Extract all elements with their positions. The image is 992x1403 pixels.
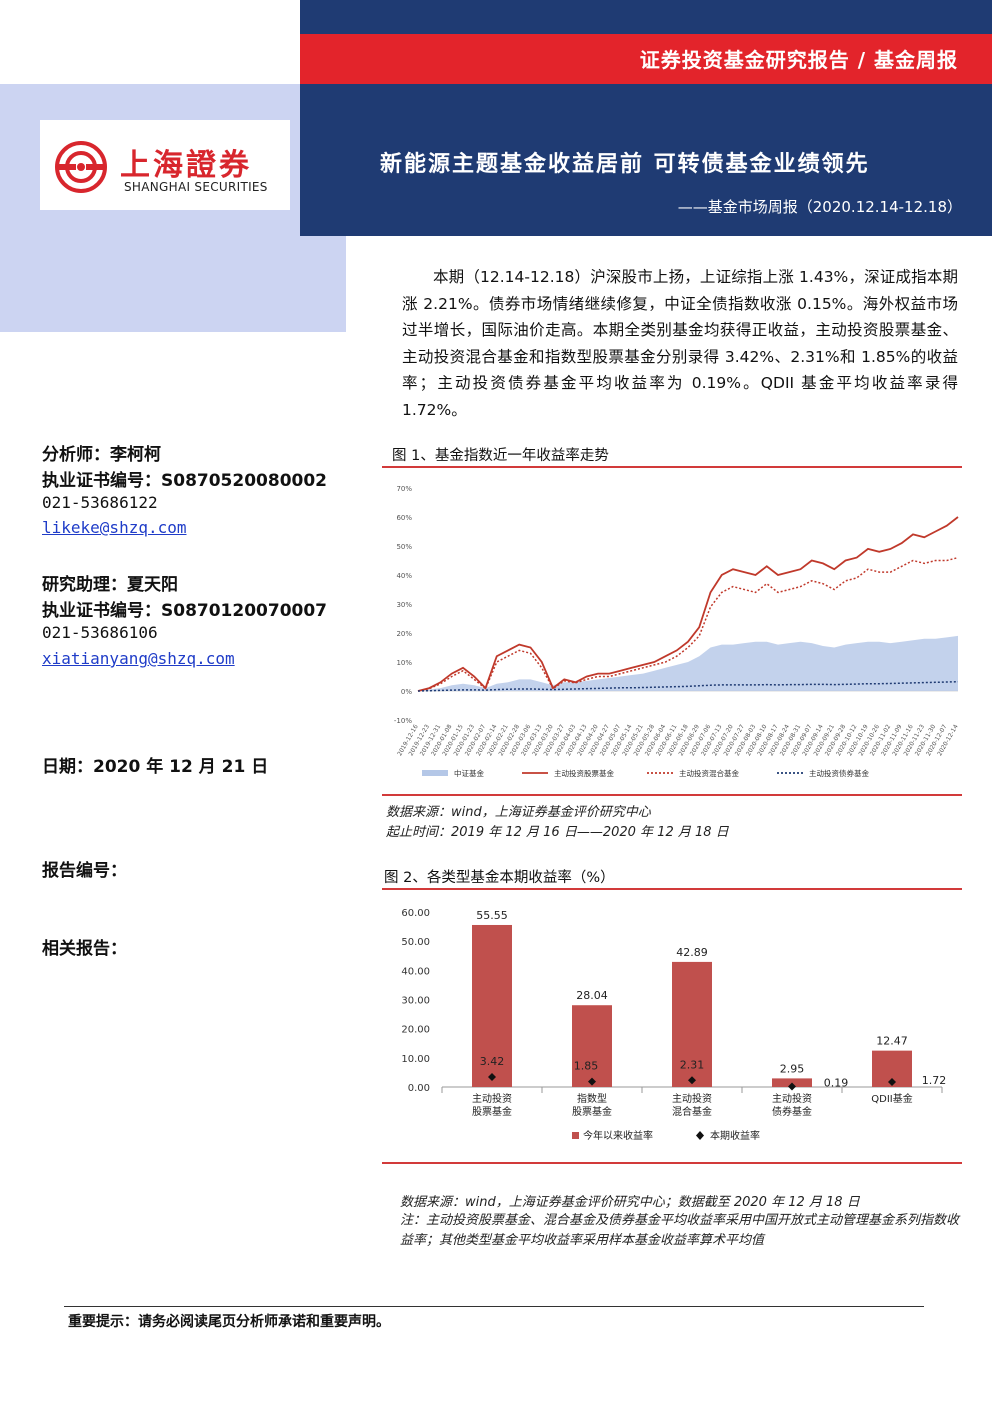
legend-label: 本期收益率 bbox=[710, 1129, 760, 1142]
figure1-period: 起止时间：2019 年 12 月 16 日——2020 年 12 月 18 日 bbox=[386, 825, 729, 840]
legend-label: 中证基金 bbox=[454, 768, 484, 778]
legend-swatch-bar bbox=[572, 1132, 579, 1139]
analyst-name: 分析师：李柯柯 bbox=[42, 445, 161, 465]
y-tick-label: 40.00 bbox=[401, 966, 430, 977]
legend-swatch bbox=[422, 770, 448, 776]
bar-value-label: 12.47 bbox=[876, 1035, 908, 1048]
marker-weekly-return bbox=[788, 1082, 796, 1091]
marker-value-label: 0.19 bbox=[824, 1076, 849, 1089]
assistant-phone: 021-53686106 bbox=[42, 623, 158, 642]
figure2-note: 注：主动投资股票基金、混合基金及债券基金平均收益率采用中国开放式主动管理基金系列… bbox=[400, 1213, 960, 1248]
fund-index-line-chart: 70%60%50%40%30%20%10%0%-10%2019-12-16201… bbox=[394, 485, 960, 778]
report-number-label: 报告编号： bbox=[42, 861, 127, 881]
figure2-top-rule bbox=[382, 888, 962, 890]
assistant-name: 研究助理：夏天阳 bbox=[42, 575, 178, 595]
assistant-email-link[interactable]: xiatianyang@shzq.com bbox=[42, 649, 235, 668]
series-area-zhongzheng bbox=[418, 635, 958, 691]
figure2-source: 数据来源：wind，上海证券基金评价研究中心；数据截至 2020 年 12 月 … bbox=[400, 1195, 860, 1210]
y-tick-label: 10% bbox=[396, 659, 412, 667]
analyst-email-link[interactable]: likeke@shzq.com bbox=[42, 518, 187, 537]
bar-ytd-return bbox=[672, 961, 712, 1087]
legend-label: 主动投资混合基金 bbox=[679, 768, 739, 778]
y-tick-label: 0.00 bbox=[408, 1083, 430, 1094]
y-tick-label: 50.00 bbox=[401, 937, 430, 948]
y-tick-label: 20% bbox=[396, 630, 412, 638]
y-tick-label: 30% bbox=[396, 601, 412, 609]
series-line bbox=[417, 556, 959, 692]
analyst-cert: 执业证书编号：S0870520080002 bbox=[42, 471, 328, 491]
figure1-title: 图 1、基金指数近一年收益率走势 bbox=[392, 448, 609, 464]
figure1-bottom-rule bbox=[382, 794, 962, 796]
y-tick-label: 20.00 bbox=[401, 1025, 430, 1036]
shanghai-securities-logo-icon bbox=[55, 141, 107, 193]
x-category-label: 股票基金 bbox=[572, 1105, 612, 1118]
y-tick-label: 40% bbox=[396, 572, 412, 580]
figure1-source: 数据来源：wind，上海证券基金评价研究中心 bbox=[386, 805, 651, 820]
y-tick-label: 70% bbox=[396, 485, 412, 493]
y-tick-label: 10.00 bbox=[401, 1054, 430, 1065]
x-category-label: 主动投资 bbox=[772, 1092, 812, 1105]
y-tick-label: 60.00 bbox=[401, 908, 430, 919]
figure2-title: 图 2、各类型基金本期收益率（%） bbox=[384, 870, 615, 886]
x-category-label: 主动投资 bbox=[472, 1092, 512, 1105]
title-banner bbox=[300, 84, 992, 236]
y-tick-label: 0% bbox=[401, 688, 412, 696]
bar-value-label: 2.95 bbox=[780, 1062, 805, 1075]
marker-value-label: 1.72 bbox=[922, 1074, 947, 1087]
series-line bbox=[417, 516, 959, 692]
y-tick-label: 60% bbox=[396, 514, 412, 522]
legend-label: 主动投资债券基金 bbox=[809, 768, 869, 778]
footer-notice: 重要提示：请务必阅读尾页分析师承诺和重要声明。 bbox=[68, 1314, 390, 1330]
related-reports-label: 相关报告： bbox=[42, 939, 127, 959]
bar-ytd-return bbox=[572, 1005, 612, 1087]
report-date: 日期：2020 年 12 月 21 日 bbox=[42, 757, 269, 777]
marker-value-label: 2.31 bbox=[680, 1058, 705, 1071]
analyst-phone: 021-53686122 bbox=[42, 493, 158, 512]
header-red-bar bbox=[300, 34, 992, 84]
legend-label: 今年以来收益率 bbox=[583, 1129, 653, 1142]
bar-ytd-return bbox=[472, 924, 512, 1087]
figure1-top-rule bbox=[382, 466, 962, 468]
bar-value-label: 42.89 bbox=[676, 946, 708, 959]
legend-label: 主动投资股票基金 bbox=[554, 768, 614, 778]
logo-text-en: SHANGHAI SECURITIES bbox=[124, 180, 268, 194]
marker-weekly-return bbox=[688, 1076, 696, 1085]
marker-weekly-return bbox=[488, 1073, 496, 1082]
y-tick-label: 50% bbox=[396, 543, 412, 551]
marker-weekly-return bbox=[888, 1077, 896, 1086]
legend-swatch-marker bbox=[696, 1131, 704, 1140]
logo-text-cn: 上海證券 bbox=[120, 148, 252, 183]
x-category-label: QDII基金 bbox=[871, 1092, 912, 1105]
x-category-label: 债券基金 bbox=[772, 1105, 812, 1118]
marker-value-label: 1.85 bbox=[574, 1060, 599, 1073]
y-tick-label: 30.00 bbox=[401, 996, 430, 1007]
x-category-label: 主动投资 bbox=[672, 1092, 712, 1105]
fund-returns-bar-chart: 60.00 50.00 40.00 30.00 20.00 10.00 0.00 55.55 3… bbox=[401, 908, 947, 1142]
x-category-label: 股票基金 bbox=[472, 1105, 512, 1118]
marker-value-label: 3.42 bbox=[480, 1055, 505, 1068]
assistant-cert: 执业证书编号：S0870120070007 bbox=[42, 601, 328, 621]
bar-value-label: 28.04 bbox=[576, 989, 608, 1002]
marker-weekly-return bbox=[588, 1077, 596, 1086]
report-title: 新能源主题基金收益居前 可转债基金业绩领先 bbox=[380, 152, 870, 177]
report-subtitle: ——基金市场周报（2020.12.14-12.18） bbox=[677, 198, 962, 216]
x-category-label: 混合基金 bbox=[672, 1105, 712, 1118]
figure2-bottom-rule bbox=[382, 1162, 962, 1164]
x-category-label: 指数型 bbox=[577, 1092, 607, 1105]
summary-paragraph: 本期（12.14-12.18）沪深股市上扬，上证综指上涨 1.43%，深证成指本… bbox=[402, 268, 958, 419]
bar-value-label: 55.55 bbox=[476, 909, 508, 922]
series-title: 证券投资基金研究报告 / 基金周报 bbox=[639, 48, 958, 72]
y-tick-label: -10% bbox=[394, 717, 412, 725]
header-top-bar bbox=[300, 0, 992, 34]
footer-rule bbox=[64, 1306, 924, 1307]
